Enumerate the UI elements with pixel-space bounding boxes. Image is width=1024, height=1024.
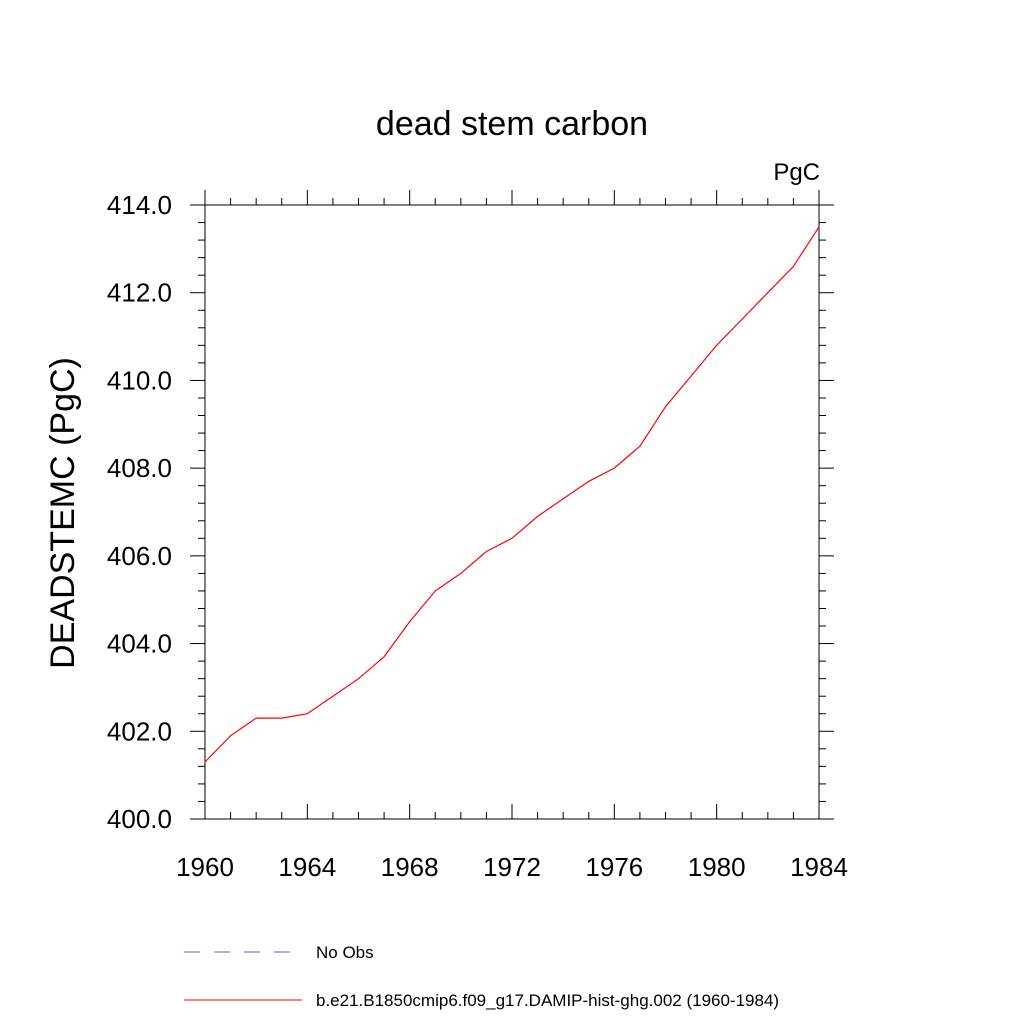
y-tick-label: 408.0 bbox=[107, 453, 172, 483]
x-tick-label: 1972 bbox=[483, 852, 541, 882]
series-line bbox=[204, 226, 820, 763]
y-axis-label: DEADSTEMC (PgC) bbox=[44, 357, 82, 669]
x-tick-label: 1976 bbox=[585, 852, 643, 882]
x-tick-label: 1968 bbox=[381, 852, 439, 882]
y-tick-label: 414.0 bbox=[107, 190, 172, 220]
x-tick-label: 1960 bbox=[176, 852, 234, 882]
plot-frame bbox=[204, 204, 820, 820]
chart-title: dead stem carbon bbox=[376, 105, 648, 143]
y-tick-label: 410.0 bbox=[107, 365, 172, 395]
x-tick-label: 1980 bbox=[688, 852, 746, 882]
y-tick-label: 406.0 bbox=[107, 541, 172, 571]
axis-tick-labels: 1960 1964 1968 1972 1976 1980 1984 400.0 402.0 40… bbox=[107, 190, 848, 882]
axis-ticks bbox=[190, 190, 834, 820]
y-tick-label: 412.0 bbox=[107, 278, 172, 308]
legend-label: No Obs bbox=[316, 943, 374, 962]
x-tick-label: 1984 bbox=[790, 852, 848, 882]
y-tick-label: 400.0 bbox=[107, 804, 172, 834]
units-label: PgC bbox=[773, 159, 820, 186]
legend: No Obs b.e21.B1850cmip6.f09_g17.DAMIP-his… bbox=[184, 943, 779, 1010]
x-tick-label: 1964 bbox=[278, 852, 336, 882]
y-tick-label: 402.0 bbox=[107, 716, 172, 746]
y-tick-label: 404.0 bbox=[107, 629, 172, 659]
legend-label: b.e21.B1850cmip6.f09_g17.DAMIP-hist-ghg.… bbox=[316, 991, 779, 1010]
series-layer bbox=[204, 226, 820, 763]
